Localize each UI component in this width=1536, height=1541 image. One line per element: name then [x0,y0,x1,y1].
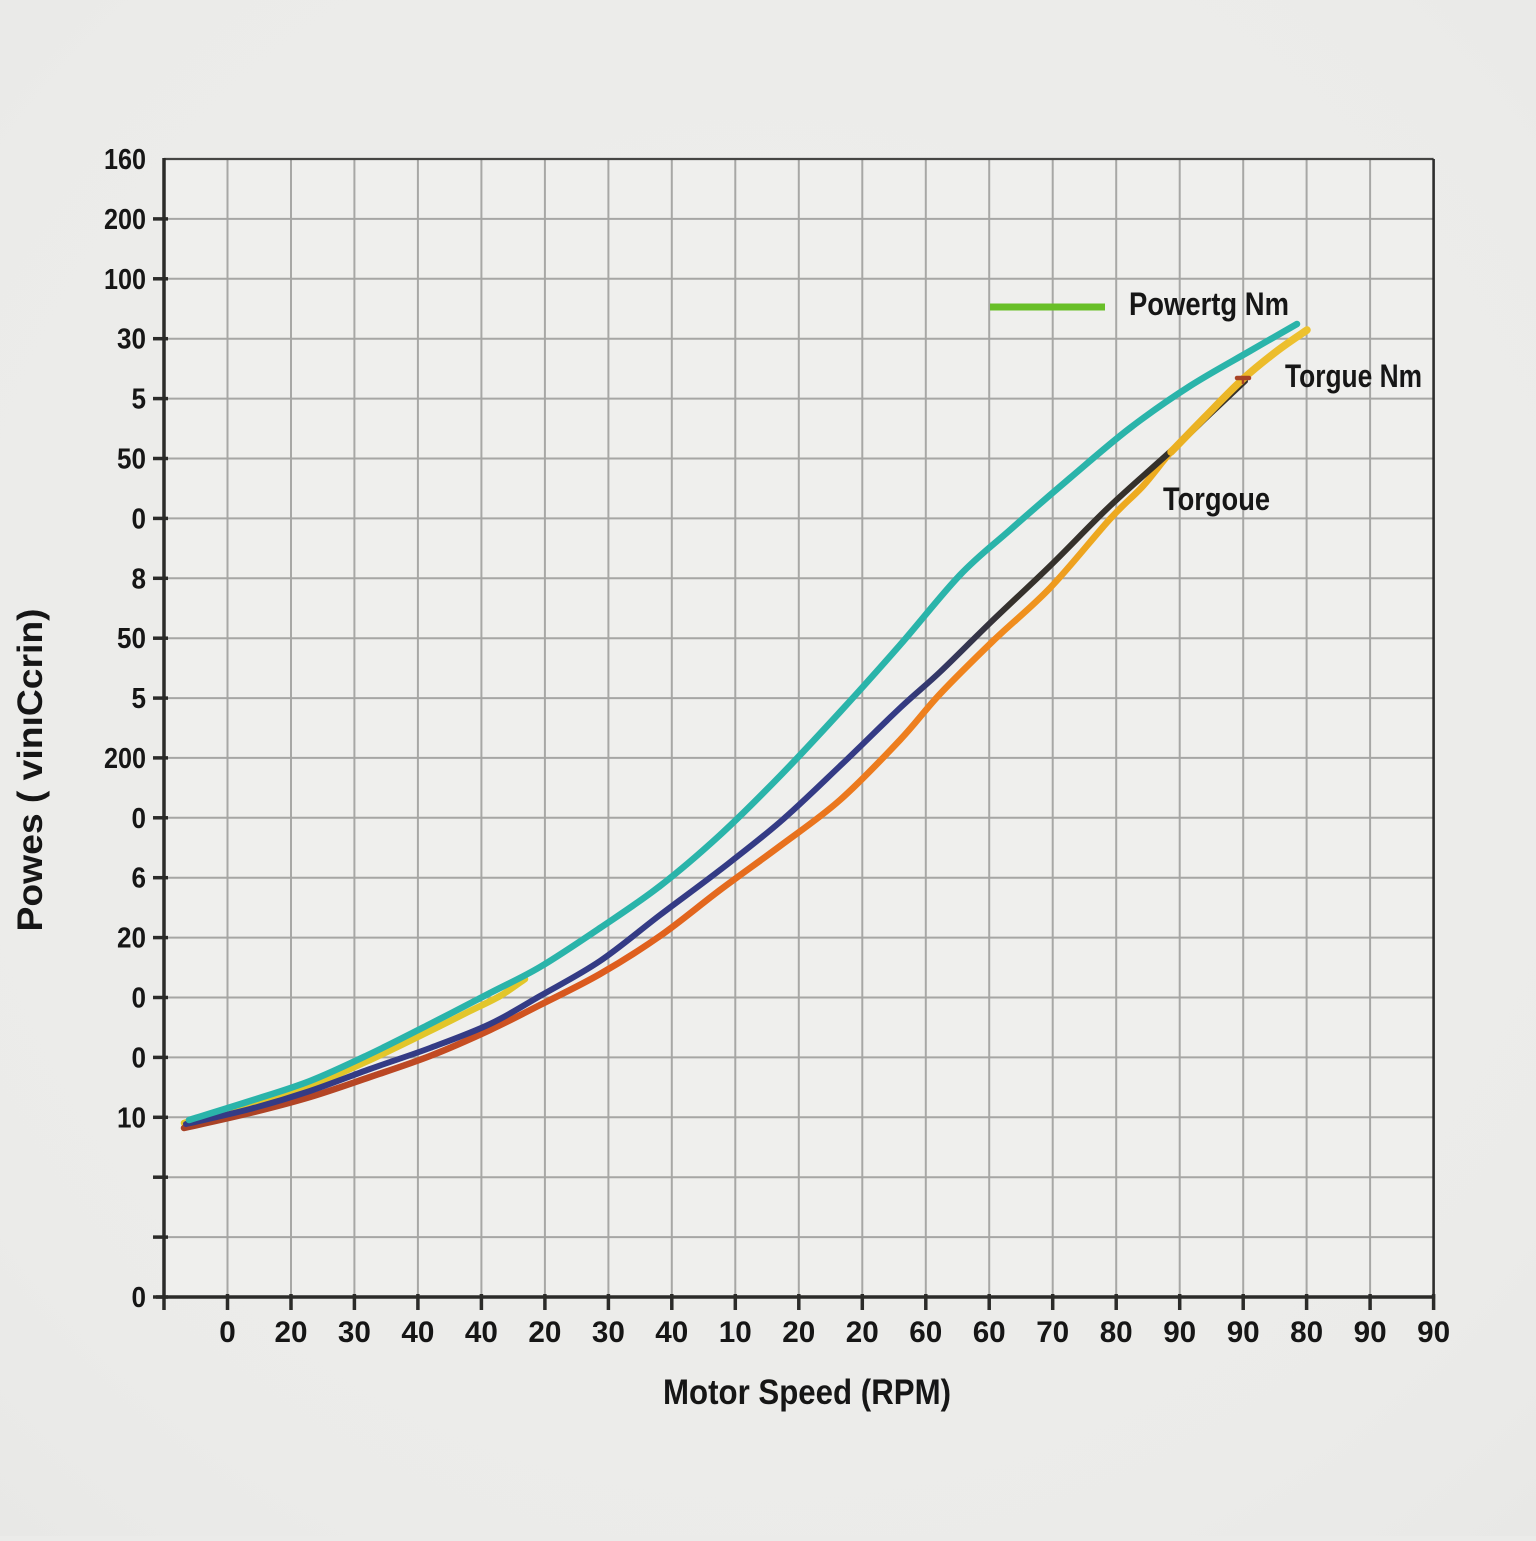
svg-text:10: 10 [117,1102,146,1134]
svg-text:160: 160 [104,144,146,176]
svg-text:5: 5 [132,384,147,416]
svg-text:20: 20 [846,1316,879,1349]
svg-text:0: 0 [132,1282,147,1314]
svg-text:90: 90 [1417,1316,1450,1349]
svg-text:0: 0 [132,983,147,1015]
svg-text:Powes ( vinıCcrin): Powes ( vinıCcrin) [11,609,50,932]
svg-text:Torgoue: Torgoue [1163,481,1270,517]
svg-text:80: 80 [1100,1316,1133,1349]
svg-text:30: 30 [338,1316,371,1349]
svg-text:200: 200 [104,204,146,236]
svg-text:50: 50 [117,444,146,476]
svg-text:40: 40 [655,1316,688,1349]
svg-text:50: 50 [117,623,146,655]
svg-text:20: 20 [528,1316,561,1349]
svg-text:5: 5 [132,683,147,715]
svg-text:Torgue Nm: Torgue Nm [1285,358,1422,394]
svg-text:30: 30 [117,324,146,356]
svg-text:Motor Speed (RPM): Motor Speed (RPM) [663,1373,951,1412]
svg-text:40: 40 [401,1316,434,1349]
svg-text:70: 70 [1036,1316,1069,1349]
svg-text:20: 20 [117,923,146,955]
svg-text:60: 60 [909,1316,942,1349]
svg-text:0: 0 [132,503,147,535]
svg-text:80: 80 [1290,1316,1323,1349]
svg-text:200: 200 [104,743,146,775]
svg-text:8: 8 [132,563,147,595]
svg-text:10: 10 [719,1316,752,1349]
svg-text:60: 60 [973,1316,1006,1349]
svg-text:6: 6 [132,863,147,895]
svg-text:0: 0 [132,803,147,835]
svg-text:90: 90 [1227,1316,1260,1349]
svg-text:100: 100 [104,264,146,296]
svg-text:0: 0 [219,1316,236,1349]
svg-text:90: 90 [1354,1316,1387,1349]
svg-text:20: 20 [275,1316,308,1349]
svg-text:20: 20 [782,1316,815,1349]
svg-text:40: 40 [465,1316,498,1349]
svg-text:Powertg Nm: Powertg Nm [1129,286,1289,322]
svg-text:90: 90 [1163,1316,1196,1349]
svg-text:0: 0 [132,1042,147,1074]
svg-text:30: 30 [592,1316,625,1349]
